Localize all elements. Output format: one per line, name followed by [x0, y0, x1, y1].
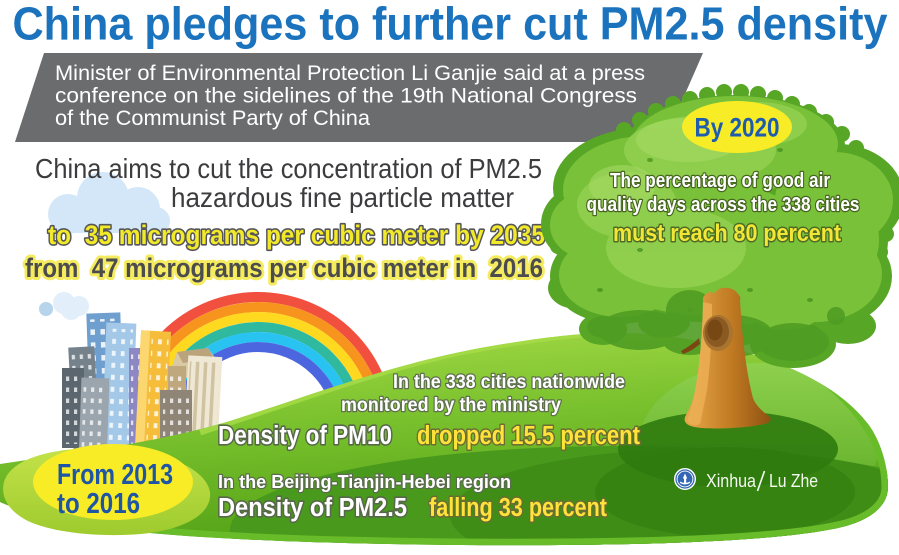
svg-text:monitored by the ministry: monitored by the ministry: [341, 395, 561, 416]
svg-text:Xinhua: Xinhua: [706, 471, 757, 491]
svg-text:conference on the sidelines of: conference on the sidelines of the 19th …: [55, 84, 637, 108]
svg-text:The percentage of good air: The percentage of good air: [610, 170, 830, 192]
svg-text:quality days across the 338 ci: quality days across the 338 cities: [587, 194, 860, 216]
svg-text:must reach 80 percent: must reach 80 percent: [613, 220, 841, 247]
svg-text:to 2016: to 2016: [57, 488, 140, 520]
svg-text:In the 338 cities nationwide: In the 338 cities nationwide: [393, 372, 625, 393]
svg-text:China aims to cut the concentr: China aims to cut the concentration of P…: [35, 153, 542, 184]
svg-text:China pledges to further cut P: China pledges to further cut PM2.5 densi…: [13, 0, 888, 50]
svg-text:Minister of Environmental Prot: Minister of Environmental Protection Li …: [55, 61, 645, 85]
svg-text:to 35 micrograms per cubic me: to 35 micrograms per cubic meter by 2035: [48, 220, 545, 250]
svg-text:Lu Zhe: Lu Zhe: [769, 471, 818, 491]
svg-text:Density of PM2.5: Density of PM2.5: [218, 494, 407, 522]
svg-text:Density of PM10: Density of PM10: [218, 422, 392, 450]
svg-text:By 2020: By 2020: [695, 113, 780, 143]
svg-text:falling 33 percent: falling 33 percent: [429, 494, 607, 522]
svg-text:From 2013: From 2013: [57, 459, 173, 491]
svg-text:from 47 micrograms per cubic: from 47 micrograms per cubic meter in 20…: [25, 253, 543, 283]
svg-text:hazardous fine particle matter: hazardous fine particle matter: [171, 182, 514, 213]
svg-text:of the Communist Party of Chin: of the Communist Party of China: [55, 106, 370, 130]
svg-text:In the Beijing-Tianjin-Hebei r: In the Beijing-Tianjin-Hebei region: [218, 471, 511, 492]
svg-text:dropped 15.5 percent: dropped 15.5 percent: [417, 422, 640, 450]
